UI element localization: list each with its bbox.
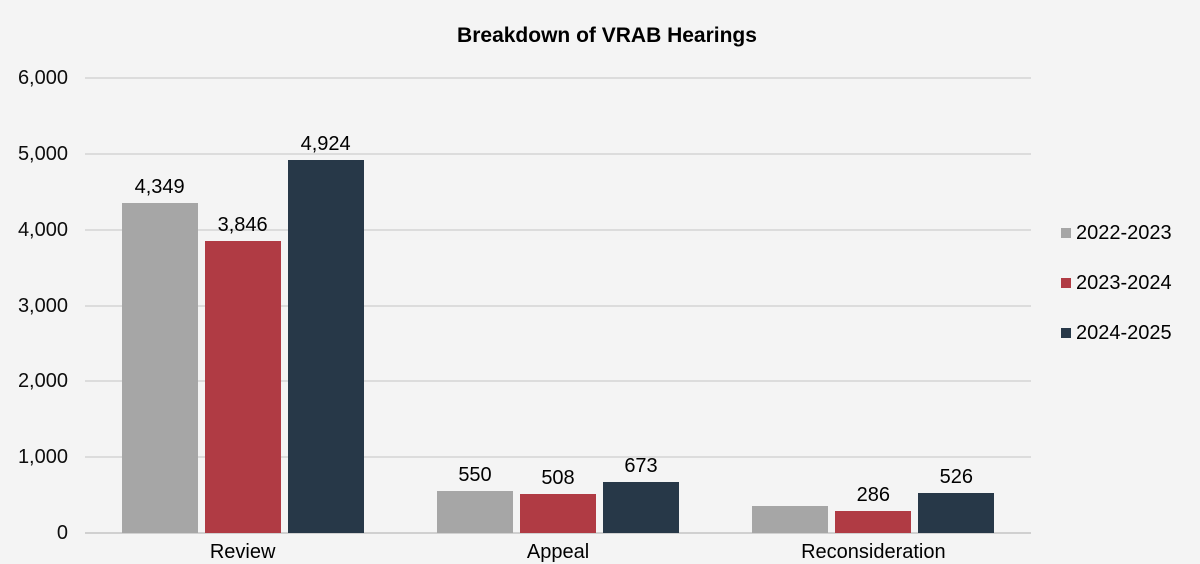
bar-value-label: 3,846 xyxy=(217,214,268,236)
bar-value-label: 550 xyxy=(458,464,492,486)
y-axis-tick-label: 2,000 xyxy=(17,370,68,393)
bar xyxy=(204,241,281,533)
y-axis-tick-label: 3,000 xyxy=(17,294,68,317)
legend-item: 2024-2025 xyxy=(1061,322,1172,344)
legend-color-swatch-icon xyxy=(1061,228,1071,238)
y-axis-tick-label: 5,000 xyxy=(17,142,68,165)
chart-title: Breakdown of VRAB Hearings xyxy=(457,24,757,47)
bar-value-label: 4,924 xyxy=(300,133,351,155)
category-label: Reconsideration xyxy=(801,541,946,563)
bar xyxy=(603,482,679,533)
bar xyxy=(437,491,513,533)
bar xyxy=(520,494,596,533)
gridline xyxy=(85,456,1031,459)
bar xyxy=(835,511,912,533)
gridline xyxy=(85,152,1031,155)
bar xyxy=(918,493,995,533)
gridline xyxy=(85,380,1031,383)
gridline xyxy=(85,228,1031,231)
plot-area: 4,349 3,846 4,924 550 508 673 286 526 xyxy=(85,77,1031,534)
category-label: Review xyxy=(209,541,276,563)
gridline xyxy=(85,77,1031,79)
bar xyxy=(287,160,364,533)
legend-label: 2024-2025 xyxy=(1076,322,1172,344)
legend-label: 2023-2024 xyxy=(1076,272,1172,294)
category-label: Appeal xyxy=(526,541,590,563)
y-axis-tick-label: 4,000 xyxy=(17,218,68,241)
legend-color-swatch-icon xyxy=(1061,328,1071,338)
bar-value-label: 526 xyxy=(939,466,974,488)
legend-item: 2022-2023 xyxy=(1061,222,1172,244)
bar-value-label: 673 xyxy=(624,455,658,477)
bar-value-label: 508 xyxy=(541,467,575,489)
legend-label: 2022-2023 xyxy=(1076,222,1172,244)
y-axis-tick-label: 0 xyxy=(56,522,68,544)
bar-value-label: 286 xyxy=(856,484,891,506)
gridline xyxy=(85,304,1031,307)
y-axis-tick-label: 6,000 xyxy=(17,67,68,89)
bar xyxy=(121,203,198,533)
legend-color-swatch-icon xyxy=(1061,278,1071,288)
bar-value-label: 4,349 xyxy=(134,176,185,198)
y-axis-tick-label: 1,000 xyxy=(17,446,68,469)
legend-item: 2023-2024 xyxy=(1061,272,1172,294)
gridline xyxy=(85,532,1031,534)
bar xyxy=(752,506,829,533)
